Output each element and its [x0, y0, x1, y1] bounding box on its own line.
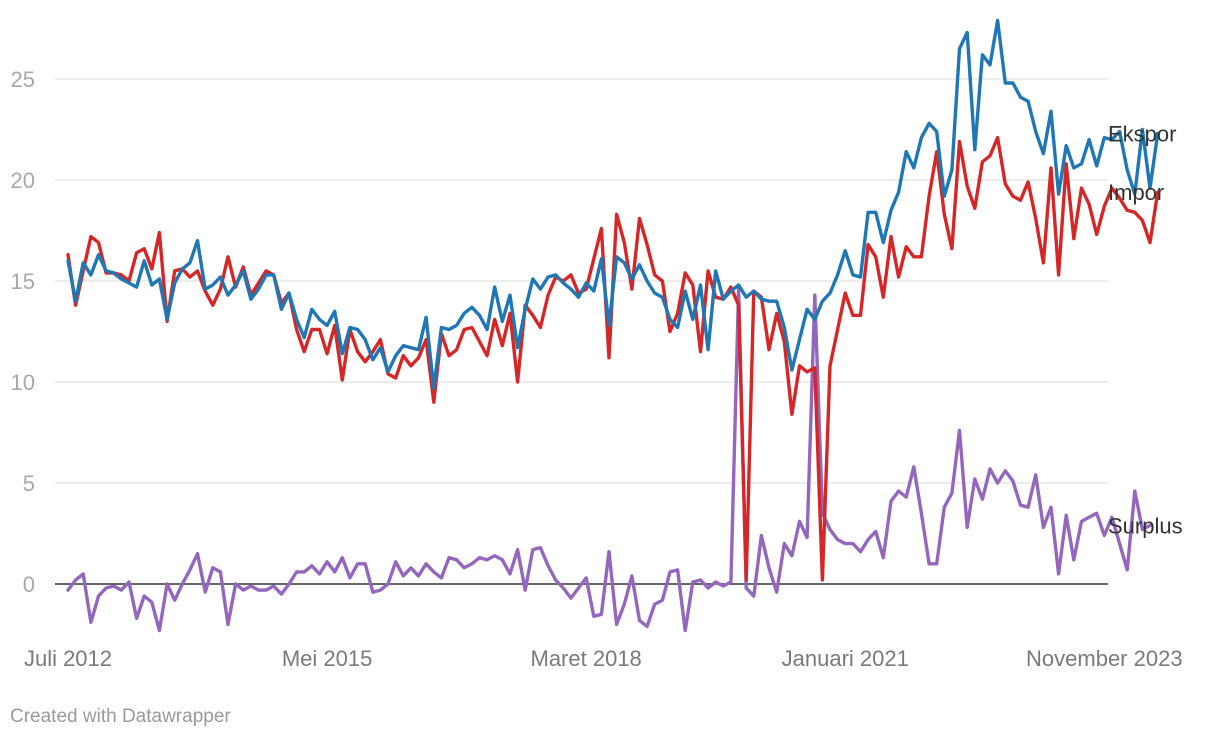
series-labels: Ekspor Impor Surplus	[1108, 122, 1183, 539]
y-tick-label: 10	[11, 370, 35, 395]
y-tick-label: 20	[11, 168, 35, 193]
y-axis-ticks: 0 5 10 15 20 25	[11, 67, 35, 597]
series-label-impor: Impor	[1108, 180, 1164, 205]
footer-credit: Created with Datawrapper	[10, 706, 231, 727]
x-tick-label: Maret 2018	[531, 646, 642, 671]
series-lines	[66, 18, 1160, 633]
y-tick-label: 25	[11, 67, 35, 92]
x-tick-label: November 2023	[1026, 646, 1183, 671]
series-label-surplus: Surplus	[1108, 513, 1183, 538]
y-tick-label: 0	[23, 572, 35, 597]
series-line-impor	[66, 135, 1160, 582]
series-line-ekspor	[66, 18, 1160, 390]
y-tick-label: 5	[23, 471, 35, 496]
x-tick-label: Januari 2021	[782, 646, 909, 671]
line-chart: 0 5 10 15 20 25 Juli 2012 Mei 2015 Maret 2018 Ja…	[11, 18, 1183, 671]
x-tick-label: Mei 2015	[282, 646, 373, 671]
x-tick-label: Juli 2012	[24, 646, 112, 671]
series-label-ekspor: Ekspor	[1108, 122, 1176, 147]
series-line-surplus	[66, 287, 1152, 633]
x-axis-ticks: Juli 2012 Mei 2015 Maret 2018 Januari 2021 N…	[24, 646, 1183, 671]
grid-lines	[55, 78, 1108, 585]
y-tick-label: 15	[11, 269, 35, 294]
